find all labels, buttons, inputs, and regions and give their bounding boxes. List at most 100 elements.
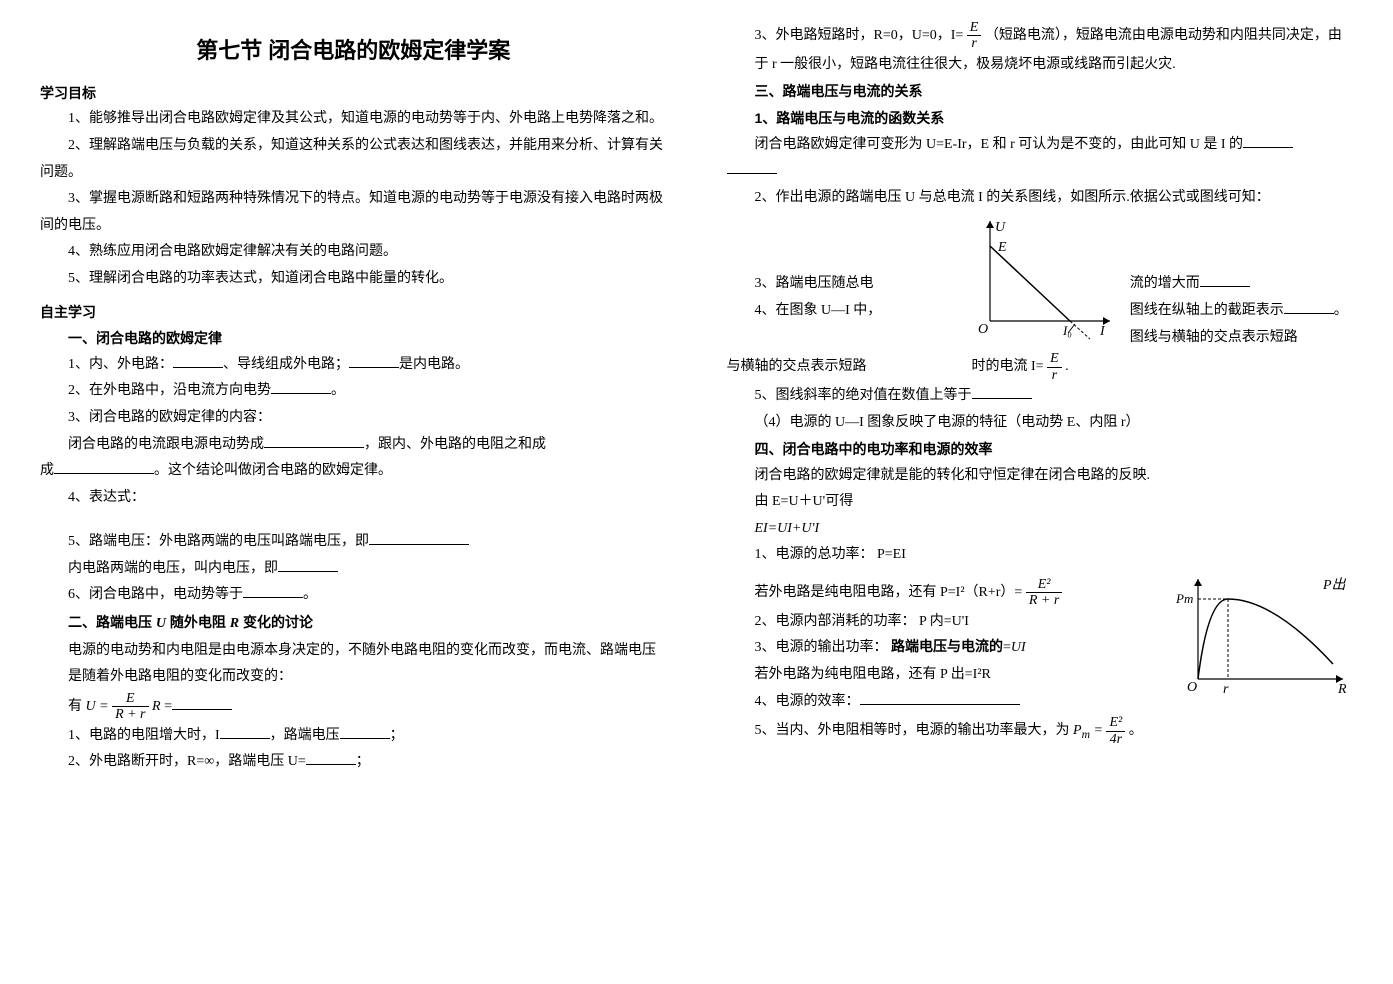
text: 是内电路。 xyxy=(399,357,469,372)
heading-section-2: 二、路端电压 U 随外电阻 R 变化的讨论 xyxy=(68,609,667,638)
formula-text: U = xyxy=(86,699,113,714)
blank xyxy=(264,433,364,448)
text: 3、外电路短路时，R=0，U=0，I= xyxy=(755,28,964,43)
s4-4: 1、电源的总功率： P=EI xyxy=(755,542,1354,569)
y-arrow xyxy=(1194,579,1202,586)
heading-section-3: 三、路端电压与电流的关系 xyxy=(755,78,1354,105)
goal-1: 1、能够推导出闭合电路欧姆定律及其公式，知道电源的电动势等于内、外电路上电势降落… xyxy=(40,106,667,133)
blank xyxy=(54,459,154,474)
ui-graph-row: 3、路端电压随总电 4、在图象 U—I 中， E U O I xyxy=(727,211,1354,351)
power-chart-svg: Pm P出 O r R xyxy=(1173,569,1353,699)
blank xyxy=(306,750,356,765)
text: 5、路端电压：外电路两端的电压叫路端电压，即 xyxy=(68,534,369,549)
s3-sub-1: 1、路端电压与电流的函数关系 xyxy=(755,105,1354,132)
text: ，路端电压 xyxy=(270,728,340,743)
fraction: Er xyxy=(967,20,982,52)
text: 3、路端电压随总电 xyxy=(755,276,874,291)
graph-left-text: 3、路端电压随总电 4、在图象 U—I 中， xyxy=(727,211,950,324)
s2-line-1: 1、电路的电阻增大时，I，路端电压； xyxy=(68,723,667,750)
text: ； xyxy=(356,754,370,769)
text: 5、当内、外电阻相等时，电源的输出功率最大，为 xyxy=(755,723,1070,738)
graph-right-text: 流的增大而 图线在纵轴上的截距表示。图线与横轴的交点表示短路 xyxy=(1130,211,1353,351)
blank xyxy=(1243,133,1293,148)
s1-line-3b: 成。这个结论叫做闭合电路的欧姆定律。 xyxy=(40,458,667,485)
s3-5: 5、图线斜率的绝对值在数值上等于 xyxy=(755,383,1354,410)
left-column: 第七节 闭合电路的欧姆定律学案 学习目标 1、能够推导出闭合电路欧姆定律及其公式… xyxy=(40,20,667,776)
main-title: 第七节 闭合电路的欧姆定律学案 xyxy=(40,30,667,72)
R-label: R xyxy=(1337,682,1347,697)
text: = xyxy=(164,699,172,714)
i-label: I xyxy=(1099,324,1106,339)
blank xyxy=(271,379,331,394)
text: 。 xyxy=(331,383,345,398)
text: 流的增大而 xyxy=(1130,276,1200,291)
text: 图线在纵轴上的截距表示 xyxy=(1130,303,1284,318)
text: ； xyxy=(390,728,404,743)
heading-selfstudy: 自主学习 xyxy=(40,299,667,326)
heading-section-1: 一、闭合电路的欧姆定律 xyxy=(68,325,667,352)
ui-chart-svg: E U O I₀ I xyxy=(960,211,1120,341)
s1-line-3a: 闭合电路的电流跟电源电动势成 ，跟内、外电路的电阻之和成 xyxy=(68,432,667,459)
y-arrow xyxy=(986,221,994,228)
pout-label: P出 xyxy=(1322,577,1347,593)
s3-3a: 3、路端电压随总电 xyxy=(755,271,950,298)
formula-text: R xyxy=(152,699,161,714)
s4-10: 5、当内、外电阻相等时，电源的输出功率最大，为 Pm = E²4r 。 xyxy=(755,715,1354,747)
blank xyxy=(727,159,777,174)
o-label: O xyxy=(1187,680,1197,695)
s4-3: EI=UI+U'I xyxy=(755,516,1354,543)
s3-4b: 图线在纵轴上的截距表示。图线与横轴的交点表示短路 xyxy=(1130,298,1353,351)
heading-section-4: 四、闭合电路中的电功率和电源的效率 xyxy=(755,436,1354,463)
text: 6、闭合电路中，电动势等于 xyxy=(68,587,243,602)
ui-graph: E U O I₀ I xyxy=(960,211,1120,341)
s2-line-2: 2、外电路断开时，R=∞，路端电压 U= ； xyxy=(68,749,667,776)
s3-4a: 4、在图象 U—I 中， xyxy=(755,298,950,325)
right-column: 3、外电路短路时，R=0，U=0，I= Er （短路电流），短路电流由电源电动势… xyxy=(727,20,1354,776)
s4-2: 由 E=U＋U'可得 xyxy=(755,489,1354,516)
s3-3b: 流的增大而 xyxy=(1130,271,1353,298)
e-label: E xyxy=(997,240,1007,255)
goal-4: 4、熟练应用闭合电路欧姆定律解决有关的电路问题。 xyxy=(40,239,667,266)
text: 4、在图象 U—I 中， xyxy=(755,303,882,318)
text: 。 xyxy=(303,587,317,602)
text: 5、图线斜率的绝对值在数值上等于 xyxy=(755,388,972,403)
s4-1: 闭合电路的欧姆定律就是能的转化和守恒定律在闭合电路的反映. xyxy=(755,463,1354,490)
blank xyxy=(243,583,303,598)
text: 有 xyxy=(68,699,82,714)
goal-3: 3、掌握电源断路和短路两种特殊情况下的特点。知道电源的电动势等于电源没有接入电路… xyxy=(40,186,667,239)
fraction: E²4r xyxy=(1106,715,1125,747)
s3-6: （4）电源的 U—I 图象反映了电源的特征（电动势 E、内阻 r） xyxy=(755,410,1354,437)
ui-line-dash xyxy=(1070,321,1090,339)
ui-line xyxy=(990,246,1070,321)
heading-goal: 学习目标 xyxy=(40,80,667,107)
goal-2: 2、理解路端电压与负载的关系，知道这种关系的公式表达和图线表达，并能用来分析、计… xyxy=(40,133,667,186)
text: 1、内、外电路： xyxy=(68,357,173,372)
text: 若外电路是纯电阻电路，还有 P=I²（R+r）= xyxy=(755,585,1023,600)
blank xyxy=(1284,299,1334,314)
s2-intro: 电源的电动势和内电阻是由电源本身决定的，不随外电路电阻的变化而改变，而电流、路端… xyxy=(68,638,667,691)
text: 、导线组成外电路； xyxy=(223,357,349,372)
s3-line-1: 闭合电路欧姆定律可变形为 U=E-Ir，E 和 r 可认为是不变的，由此可知 U… xyxy=(755,132,1354,159)
text: ，跟内、外电路的电阻之和成 xyxy=(364,437,546,452)
blank xyxy=(349,353,399,368)
o-label: O xyxy=(978,322,988,337)
text: 。这个结论叫做闭合电路的欧姆定律。 xyxy=(154,463,392,478)
fraction: E²R + r xyxy=(1026,577,1062,609)
s2-formula: 有 U = ER + r R = xyxy=(68,691,667,723)
s1-line-1: 1、内、外电路： 、导线组成外电路； 是内电路。 xyxy=(68,352,667,379)
text: 闭合电路欧姆定律可变形为 U=E-Ir，E 和 r 可认为是不变的，由此可知 U… xyxy=(755,137,1244,152)
power-graph: Pm P出 O r R xyxy=(1173,569,1353,699)
blank xyxy=(972,384,1032,399)
r-label: r xyxy=(1223,682,1229,697)
s1-line-5: 5、路端电压：外电路两端的电压叫路端电压，即 xyxy=(68,529,667,556)
text: 时的电流 I= xyxy=(972,359,1044,374)
power-curve xyxy=(1198,599,1333,679)
formula-text: Pm = xyxy=(1073,723,1106,738)
page-container: 第七节 闭合电路的欧姆定律学案 学习目标 1、能够推导出闭合电路欧姆定律及其公式… xyxy=(40,20,1353,776)
text: 。 xyxy=(1129,723,1143,738)
spacer xyxy=(1130,211,1353,271)
text: 2、外电路断开时，R=∞，路端电压 U= xyxy=(68,754,306,769)
text: 闭合电路的电流跟电源电动势成 xyxy=(68,437,264,452)
blank xyxy=(173,353,223,368)
s1-line-5b: 内电路两端的电压，叫内电压，即 xyxy=(68,556,667,583)
